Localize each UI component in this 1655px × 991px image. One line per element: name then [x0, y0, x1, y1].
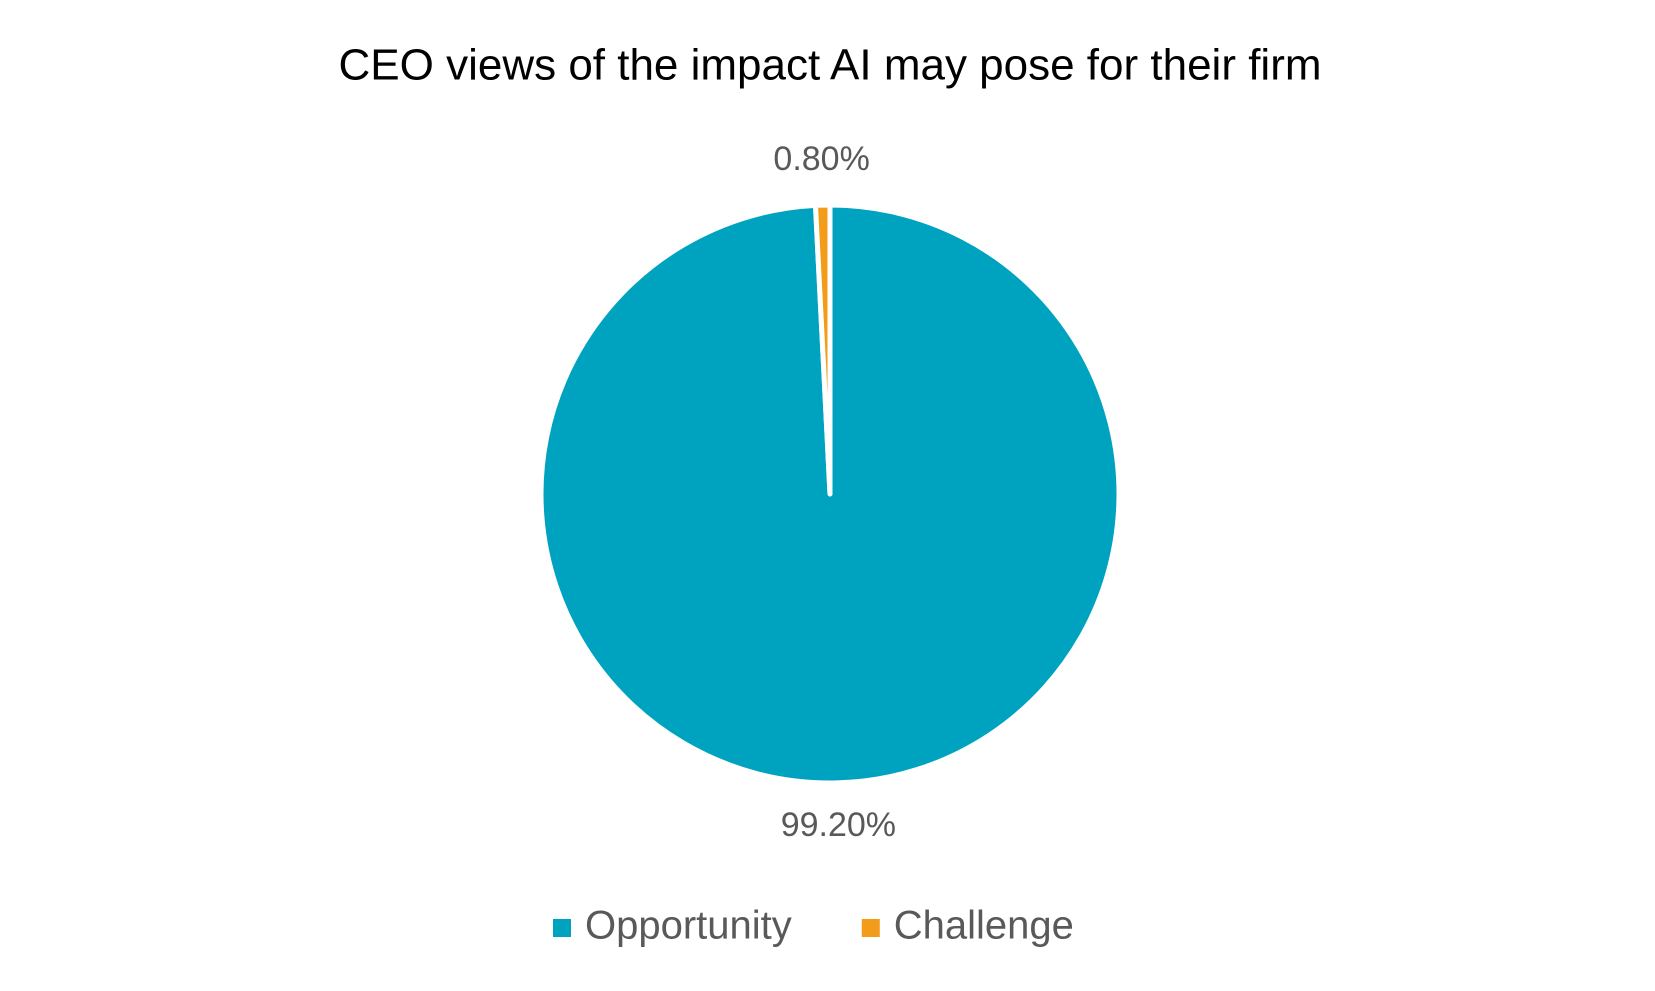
- legend-label: Opportunity: [585, 904, 792, 948]
- chart-title: CEO views of the impact AI may pose for …: [339, 41, 1322, 90]
- pie-slice: [812, 202, 833, 497]
- legend-swatch: [861, 919, 880, 937]
- data-label: 0.80%: [773, 140, 869, 178]
- legend-label: Challenge: [894, 904, 1074, 948]
- legend-swatch: [553, 919, 571, 937]
- data-label: 99.20%: [781, 806, 896, 844]
